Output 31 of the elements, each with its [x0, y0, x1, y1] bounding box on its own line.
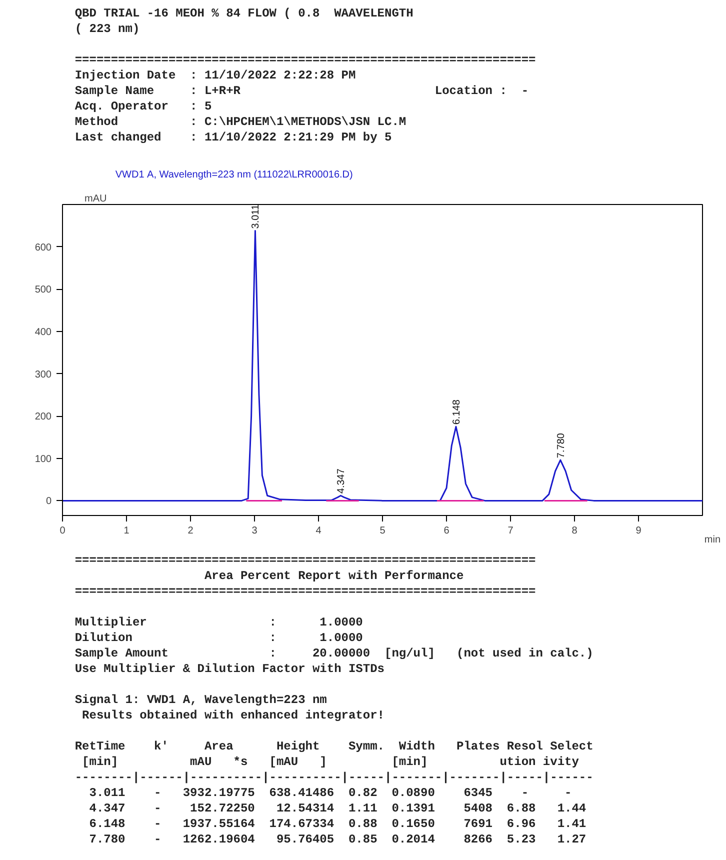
text: ================================================================ Area Percent Report with Performance ================================================================ [74, 554, 536, 598]
x-tick-label: 3 [252, 526, 258, 536]
text: VWD1 A, Wavelength=223 nm (111022\LRR00016.D) [115, 170, 353, 180]
annotation: 7.780 [556, 432, 567, 458]
y-tick-label: 100 [34, 454, 52, 465]
x-tick-label: 7 [508, 526, 514, 536]
y-axis-title: mAU [84, 194, 107, 204]
x-tick-label: 9 [636, 526, 642, 536]
text: RetTime k' Area Height Symm. Width Plates Resol Select [min] mAU *s [mAU ] [min] ution ivity --------|------|----------|----------|-----|-------|-------|-----|------ 3.011 - 3932.19775 638.41486 0.82 0.0890 6345 - - 4.347 - 152.72250 12.54314 1.11 0.1391 5408 6.88 1.44 6.148 - 1937.55164 174.67334 0.88 0.1650 7691 6.96 1.41 7.780 - 1262.19604 95.76405 0.85 0.2014 8266 5.23 1.27 [74, 740, 594, 846]
text: Multiplier : 1.0000 Dilution : 1.0000 Sample Amount : 20.00000 [ng/ul] (not used in calc.) Use Multiplier & Dilution Factor with ISTDs [74, 616, 594, 676]
y-tick-label: 600 [34, 242, 52, 254]
chart-title: QBD TRIAL -16 MEOH % 84 FLOW ( 0.8 WAAVELENGTH ( 223 nm) [74, 6, 414, 36]
x-axis-title: min [704, 534, 721, 546]
y-tick-label: 400 [34, 326, 52, 338]
line-series [62, 230, 702, 502]
y-tick-label: 200 [34, 412, 52, 423]
annotation: 4.347 [336, 468, 348, 494]
x-tick-label: 2 [188, 526, 194, 536]
y-tick-label: 300 [34, 369, 52, 380]
text: Signal 1: VWD1 A, Wavelength=223 nm Results obtained with enhanced integrator! [74, 693, 384, 722]
y-tick-label: 500 [34, 284, 52, 296]
x-tick-label: 8 [572, 526, 578, 536]
x-tick-label: 0 [60, 526, 66, 536]
y-tick-label: 0 [46, 496, 52, 508]
x-tick-label: 5 [380, 526, 386, 536]
x-tick-label: 4 [316, 526, 322, 536]
x-tick-label: 1 [124, 526, 130, 536]
annotation: 3.011 [250, 204, 262, 229]
chart-subtitle: ================================================================ Injection Date : 11/10/2022 2:22:28 PM Sample Name : L+R+R Location : - Acq. Operator : 5 Method : C:\HPCHEM\1\METHODS\JSN LC.M Last changed : 11/10/2022 2:21:29 PM by 5 [74, 53, 536, 144]
annotation: 6.148 [451, 399, 462, 425]
x-tick-label: 6 [444, 526, 450, 536]
